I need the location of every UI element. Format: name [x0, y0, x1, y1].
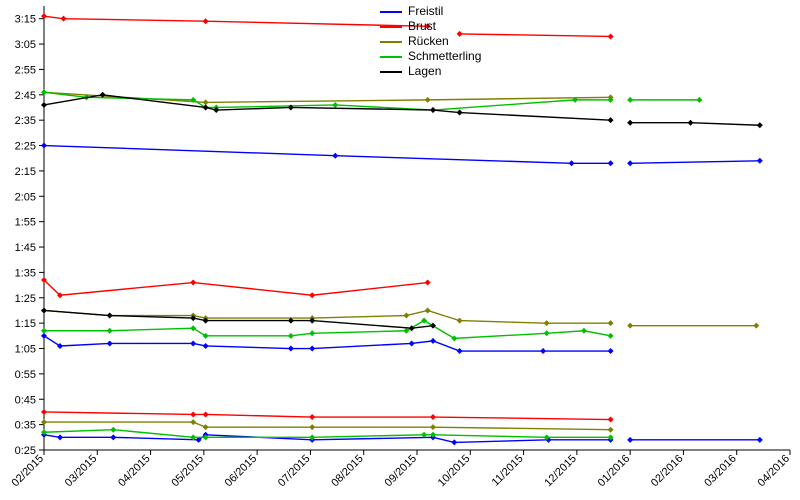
- y-tick-label: 2:15: [15, 166, 36, 178]
- x-tick-label: 05/2015: [169, 453, 206, 490]
- legend-label: Lagen: [408, 64, 441, 79]
- x-tick-label: 07/2015: [276, 453, 313, 490]
- x-tick-label: 03/2016: [702, 453, 739, 490]
- series-freistil: [44, 146, 611, 164]
- x-tick-label: 11/2015: [490, 453, 526, 489]
- y-tick-label: 1:35: [15, 267, 36, 279]
- x-tick-label: 02/2015: [10, 453, 47, 490]
- legend-label: Rücken: [408, 34, 449, 49]
- y-tick-label: 3:15: [15, 14, 36, 26]
- y-tick-label: 0:25: [15, 445, 36, 457]
- series-schmetterling: [44, 430, 611, 438]
- legend-item: Freistil: [380, 4, 481, 19]
- series-brust: [44, 280, 428, 295]
- y-tick-label: 2:05: [15, 191, 36, 203]
- x-tick-label: 02/2016: [649, 453, 686, 490]
- series-brust: [460, 34, 611, 37]
- series-brust: [44, 16, 428, 26]
- legend-swatch: [380, 26, 402, 28]
- x-tick-label: 12/2015: [542, 453, 579, 490]
- y-tick-label: 1:45: [15, 242, 36, 254]
- x-tick-label: 01/2016: [596, 453, 633, 490]
- series-rücken: [44, 92, 611, 102]
- y-tick-label: 0:55: [15, 369, 36, 381]
- legend-label: Brust: [408, 19, 436, 34]
- x-tick-label: 09/2015: [383, 453, 420, 490]
- y-tick-label: 2:35: [15, 115, 36, 127]
- y-tick-label: 0:35: [15, 420, 36, 432]
- series-lagen: [630, 123, 760, 126]
- y-tick-label: 2:25: [15, 141, 36, 153]
- legend-item: Lagen: [380, 64, 481, 79]
- legend-swatch: [380, 71, 402, 73]
- series-brust: [44, 412, 611, 420]
- x-tick-label: 04/2015: [116, 453, 153, 490]
- legend-label: Freistil: [408, 4, 443, 19]
- series-schmetterling: [44, 321, 611, 339]
- legend: FreistilBrustRückenSchmetterlingLagen: [380, 4, 481, 79]
- legend-swatch: [380, 56, 402, 58]
- y-tick-label: 0:45: [15, 394, 36, 406]
- legend-label: Schmetterling: [408, 49, 481, 64]
- y-tick-label: 2:55: [15, 64, 36, 76]
- x-tick-label: 06/2015: [223, 453, 260, 490]
- series-lagen: [44, 310, 433, 328]
- x-tick-label: 08/2015: [329, 453, 366, 490]
- y-tick-label: 3:05: [15, 39, 36, 51]
- series-rücken: [44, 422, 611, 430]
- y-tick-label: 1:05: [15, 344, 36, 356]
- series-freistil: [630, 161, 760, 164]
- series-freistil: [44, 435, 611, 443]
- legend-swatch: [380, 41, 402, 43]
- legend-item: Brust: [380, 19, 481, 34]
- legend-item: Rücken: [380, 34, 481, 49]
- y-tick-label: 1:55: [15, 217, 36, 229]
- legend-swatch: [380, 11, 402, 13]
- x-tick-label: 04/2016: [756, 453, 793, 490]
- y-tick-label: 1:15: [15, 318, 36, 330]
- x-tick-label: 03/2015: [63, 453, 100, 490]
- x-tick-label: 10/2015: [436, 453, 473, 490]
- y-tick-label: 1:25: [15, 293, 36, 305]
- y-tick-label: 2:45: [15, 90, 36, 102]
- legend-item: Schmetterling: [380, 49, 481, 64]
- series-freistil: [44, 336, 611, 351]
